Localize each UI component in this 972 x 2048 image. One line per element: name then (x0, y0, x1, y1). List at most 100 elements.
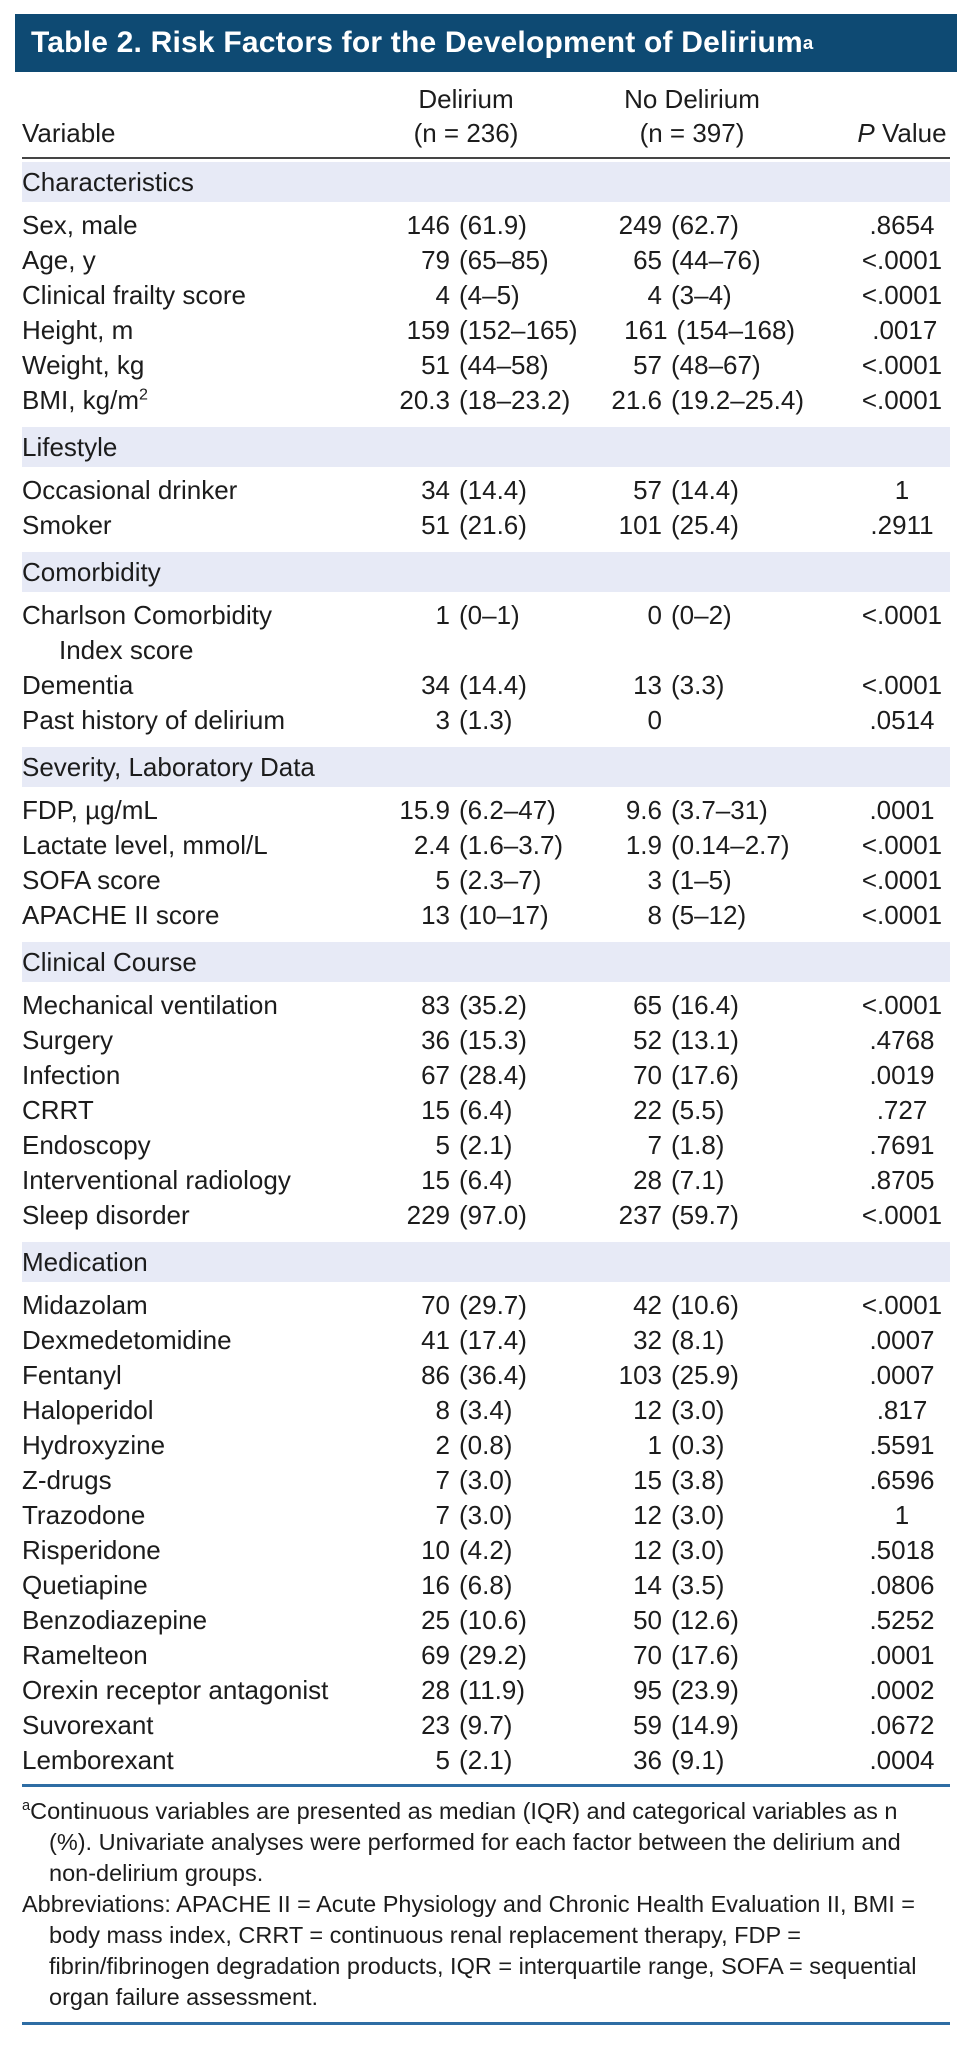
cell-delirium-value: 7 (435, 1500, 450, 1530)
cell-no-delirium: 103 (25.9) (572, 1358, 812, 1393)
cell-p-value: .0672 (869, 1710, 935, 1740)
cell-no-delirium: 7 (1.8) (572, 1128, 812, 1163)
cell-variable: Sleep disorder (22, 1198, 360, 1233)
cell-delirium-value: 36 (421, 1025, 450, 1055)
cell-no-delirium-range: (8.1) (671, 1325, 725, 1355)
table-row: Hydroxyzine 2 (0.8) 1 (0.3) .5591 (22, 1428, 950, 1463)
cell-p-value: .6596 (869, 1465, 935, 1495)
cell-delirium: 34 (14.4) (360, 668, 572, 703)
cell-p-value: <.0001 (861, 385, 943, 415)
cell-delirium-value: 15 (421, 1095, 450, 1125)
table-row: Lactate level, mmol/L 2.4 (1.6–3.7) 1.9 (0.1… (22, 828, 950, 863)
table-row: Sex, male 146 (61.9) 249 (62.7) .8654 (22, 208, 950, 243)
cell-no-delirium-value: 59 (633, 1710, 662, 1740)
variable-label: Sex, male (22, 210, 138, 240)
table-row: Ramelteon 69 (29.2) 70 (17.6) .0001 (22, 1638, 950, 1673)
table-title: Table 2. Risk Factors for the Developmen… (31, 26, 803, 59)
cell-no-delirium-range: (3.7–31) (671, 795, 768, 825)
cell-no-delirium: 12 (3.0) (572, 1393, 812, 1428)
cell-delirium-value: 20.3 (399, 385, 450, 415)
cell-delirium-value: 2.4 (413, 830, 450, 860)
cell-variable: Charlson Comorbidity Index score (22, 598, 360, 668)
table-row: Height, m 159 (152–165) 161 (154–168) .0017 (22, 313, 950, 348)
cell-p-value: .5591 (869, 1430, 935, 1460)
cell-no-delirium-range: (25.4) (671, 510, 739, 540)
table-row: Past history of delirium 3 (1.3) 0 .0514 (22, 703, 950, 738)
cell-delirium-value: 41 (421, 1325, 450, 1355)
cell-delirium: 146 (61.9) (360, 208, 572, 243)
column-header-delirium: Delirium (n = 236) (360, 82, 572, 150)
cell-p-value: <.0001 (861, 245, 943, 275)
variable-label: Trazodone (22, 1500, 146, 1530)
cell-delirium: 20.3 (18–23.2) (360, 383, 572, 418)
cell-p-value: .0001 (869, 795, 935, 825)
cell-delirium-range: (18–23.2) (459, 385, 571, 415)
variable-label: CRRT (22, 1095, 94, 1125)
variable-label: Hydroxyzine (22, 1430, 166, 1460)
cell-delirium: 28 (11.9) (360, 1673, 572, 1708)
cell-delirium-range: (6.2–47) (459, 795, 556, 825)
variable-label: Mechanical ventilation (22, 990, 278, 1020)
cell-p-value: .5018 (869, 1535, 935, 1565)
cell-p-value: .0004 (869, 1745, 935, 1775)
cell-no-delirium-value: 8 (647, 900, 662, 930)
cell-delirium: 83 (35.2) (360, 988, 572, 1023)
cell-variable: Interventional radiology (22, 1163, 360, 1198)
cell-delirium-value: 5 (435, 865, 450, 895)
cell-delirium-value: 146 (406, 210, 450, 240)
table-row: Infection 67 (28.4) 70 (17.6) .0019 (22, 1058, 950, 1093)
cell-delirium-value: 159 (406, 315, 450, 345)
cell-delirium: 15.9 (6.2–47) (360, 793, 572, 828)
cell-delirium-value: 10 (421, 1535, 450, 1565)
cell-delirium: 229 (97.0) (360, 1198, 572, 1233)
cell-no-delirium-range: (5–12) (671, 900, 747, 930)
cell-no-delirium-value: 65 (633, 990, 662, 1020)
cell-no-delirium-range: (1.8) (671, 1130, 725, 1160)
cell-delirium: 70 (29.7) (360, 1288, 572, 1323)
cell-delirium-value: 79 (421, 245, 450, 275)
cell-no-delirium-range: (19.2–25.4) (671, 385, 804, 415)
cell-no-delirium-value: 13 (633, 670, 662, 700)
table-row: BMI, kg/m2 20.3 (18–23.2) 21.6 (19.2–25.4) <.… (22, 383, 950, 418)
cell-no-delirium-range: (25.9) (671, 1360, 739, 1390)
cell-no-delirium-value: 0 (647, 705, 662, 735)
header-rule (22, 157, 950, 159)
variable-label: Lemborexant (22, 1745, 174, 1775)
cell-no-delirium-value: 0 (647, 600, 662, 630)
cell-delirium-range: (65–85) (459, 245, 549, 275)
column-header-delirium-line1: Delirium (418, 84, 514, 114)
cell-delirium: 2.4 (1.6–3.7) (360, 828, 572, 863)
variable-label: Midazolam (22, 1290, 148, 1320)
cell-no-delirium: 65 (16.4) (572, 988, 812, 1023)
cell-variable: Endoscopy (22, 1128, 360, 1163)
cell-delirium: 15 (6.4) (360, 1163, 572, 1198)
cell-p-value: <.0001 (861, 830, 943, 860)
cell-delirium: 69 (29.2) (360, 1638, 572, 1673)
cell-variable: Suvorexant (22, 1708, 360, 1743)
cell-variable: CRRT (22, 1093, 360, 1128)
cell-no-delirium: 95 (23.9) (572, 1673, 812, 1708)
cell-variable: Clinical frailty score (22, 278, 360, 313)
cell-p-value: .2911 (870, 510, 934, 540)
cell-delirium-range: (15.3) (459, 1025, 527, 1055)
cell-variable: Surgery (22, 1023, 360, 1058)
cell-delirium-range: (3.0) (459, 1500, 513, 1530)
cell-delirium-range: (35.2) (459, 990, 527, 1020)
cell-variable: Dementia (22, 668, 360, 703)
cell-p-value: <.0001 (861, 1290, 943, 1320)
section-header: Clinical Course (22, 942, 950, 982)
table-title-bar: Table 2. Risk Factors for the Developmen… (15, 14, 957, 72)
table-row: Haloperidol 8 (3.4) 12 (3.0) .817 (22, 1393, 950, 1428)
cell-p-value: <.0001 (861, 865, 943, 895)
variable-label: Risperidone (22, 1535, 161, 1565)
cell-variable: Lactate level, mmol/L (22, 828, 360, 863)
section-header: Severity, Laboratory Data (22, 747, 950, 787)
cell-variable: Fentanyl (22, 1358, 360, 1393)
cell-no-delirium: 3 (1–5) (572, 863, 812, 898)
variable-label: Height, m (22, 315, 134, 345)
cell-no-delirium-range: (0.3) (671, 1430, 725, 1460)
cell-p-value: <.0001 (861, 670, 943, 700)
cell-delirium-range: (28.4) (459, 1060, 527, 1090)
cell-no-delirium-value: 1.9 (625, 830, 662, 860)
table-row: Surgery 36 (15.3) 52 (13.1) .4768 (22, 1023, 950, 1058)
